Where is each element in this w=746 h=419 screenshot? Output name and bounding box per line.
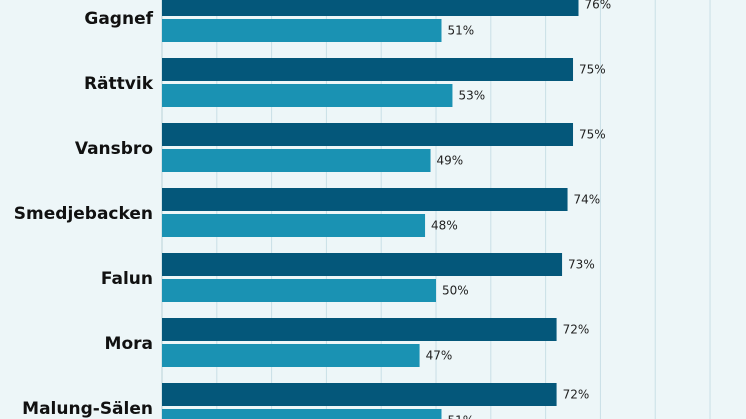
category-label: Smedjebacken <box>14 204 153 224</box>
data-label: 49% <box>437 154 464 168</box>
data-label: 51% <box>447 24 474 38</box>
category-label: Gagnef <box>84 9 153 29</box>
labels: 76% 51% Gagnef 75% 53% Rättvik 75% 49% Vansbro 74… <box>14 0 611 419</box>
category-label: Mora <box>105 334 153 354</box>
bar <box>162 344 420 367</box>
bar <box>162 279 437 302</box>
data-label: 75% <box>579 63 606 77</box>
bars <box>162 0 579 419</box>
data-label: 73% <box>568 258 595 272</box>
category-label: Malung-Sälen <box>22 399 153 419</box>
data-label: 53% <box>458 89 485 103</box>
data-label: 75% <box>579 128 606 142</box>
bar <box>162 214 426 237</box>
data-label: 72% <box>563 388 590 402</box>
category-label: Falun <box>101 269 153 289</box>
category-label: Rättvik <box>84 74 154 94</box>
bar <box>162 84 453 107</box>
bar <box>162 149 431 172</box>
bar <box>162 383 557 406</box>
bar <box>162 409 442 419</box>
bar <box>162 58 574 81</box>
bar <box>162 318 557 341</box>
bar <box>162 188 568 211</box>
bar <box>162 19 442 42</box>
category-label: Vansbro <box>75 139 153 159</box>
data-label: 76% <box>585 0 612 12</box>
data-label: 47% <box>426 349 453 363</box>
data-label: 50% <box>442 284 469 298</box>
bar <box>162 123 574 146</box>
data-label: 51% <box>447 414 474 419</box>
bar <box>162 253 563 276</box>
data-label: 72% <box>563 323 590 337</box>
bar <box>162 0 579 16</box>
data-label: 74% <box>574 193 601 207</box>
data-label: 48% <box>431 219 458 233</box>
